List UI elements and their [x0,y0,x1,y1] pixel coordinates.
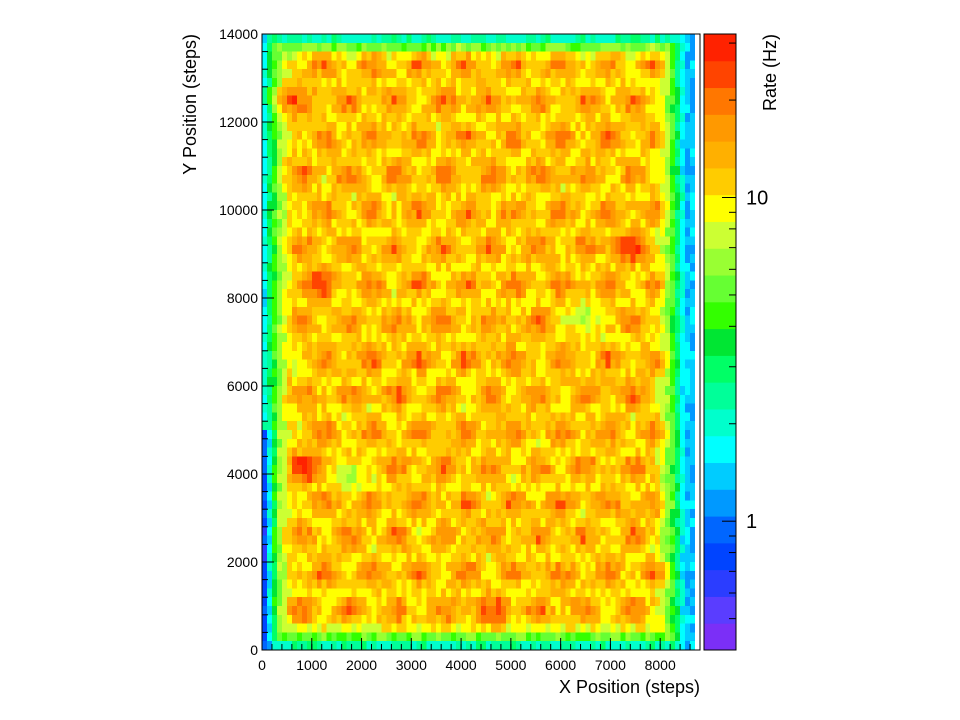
colorbar-segment [704,328,736,356]
colorbar-segment [704,489,736,517]
colorbar-segment [704,516,736,544]
colorbar-title: Rate (Hz) [760,34,780,111]
colorbar-segment [704,355,736,383]
x-axis-title: X Position (steps) [559,677,700,697]
colorbar-segment [704,596,736,624]
colorbar-segment [704,60,736,89]
y-tick-label: 8000 [227,290,258,306]
x-tick-label: 1000 [296,657,327,673]
x-axis: 0 1000 2000 3000 4000 5000 6000 7000 8000 [258,638,701,673]
y-tick-label: 6000 [227,378,258,394]
colorbar-segment [704,87,736,115]
colorbar-segment [704,141,736,169]
x-tick-label: 0 [258,657,266,673]
colorbar-segment [704,623,736,651]
x-tick-label: 2000 [346,657,377,673]
y-tick-label: 2000 [227,554,258,570]
x-tick-label: 5000 [495,657,526,673]
x-tick-label: 8000 [645,657,676,673]
colorbar-tick-label: 1 [746,511,757,533]
colorbar-segment [704,408,736,437]
colorbar-segment [704,462,736,490]
heatmap-plot-area [262,34,700,650]
colorbar-segment [704,248,736,276]
colorbar-segment [704,301,736,330]
colorbar-segment [704,569,736,597]
colorbar-segment [704,435,736,464]
colorbar-segment [704,221,736,249]
x-tick-label: 4000 [446,657,477,673]
y-tick-label: 10000 [219,202,258,218]
x-tick-label: 6000 [545,657,576,673]
colorbar-segment [704,382,736,410]
x-tick-label: 3000 [396,657,427,673]
y-axis-title: Y Position (steps) [180,34,200,175]
colorbar-segment [704,34,736,62]
colorbar-tick-label: 10 [746,188,768,210]
colorbar-segment [704,542,736,571]
y-axis: 0 2000 4000 6000 8000 10000 12000 14000 [219,26,274,658]
colorbar-segment [704,167,736,196]
colorbar [704,34,736,651]
y-tick-label: 14000 [219,26,258,42]
colorbar-axis: 1 10 [722,42,768,651]
y-tick-label: 0 [250,642,258,658]
colorbar-frame [703,33,737,651]
y-tick-label: 4000 [227,466,258,482]
colorbar-segment [704,275,736,303]
y-tick-label: 12000 [219,114,258,130]
x-tick-label: 7000 [595,657,626,673]
colorbar-segment [704,194,736,222]
plot-frame [261,33,701,651]
colorbar-segment [704,114,736,142]
